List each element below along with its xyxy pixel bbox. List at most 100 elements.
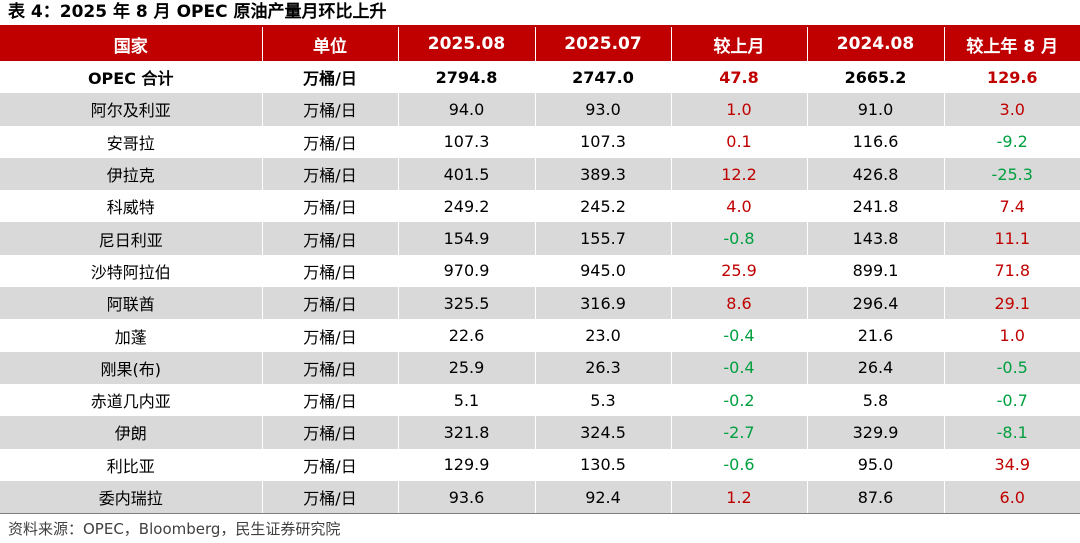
cell-jul-2025: 92.4 [534, 480, 671, 514]
cell-country: 科威特 [106, 198, 155, 218]
cell-aug-2025: 93.6 [397, 480, 535, 514]
cell-unit: 万桶/日 [261, 157, 398, 191]
cell-country: 委内瑞拉 [0, 480, 262, 514]
cell-aug-2025: 22.6 [397, 319, 535, 352]
opec-production-table: 国家 单位 2025.08 2025.07 较上月 2024.08 较上年 8 … [0, 27, 1080, 514]
cell-jul-2025: 26.3 [534, 351, 671, 384]
cell-mom-change: 1.0 [670, 93, 807, 126]
table-row: 赤道几内亚 万桶/日 5.1 5.3 -0.2 5.8 -0.7 [0, 383, 1080, 417]
cell-unit: 万桶/日 [261, 222, 398, 255]
table-row: 安哥拉 万桶/日 107.3 107.3 0.1 116.6 -9.2 [0, 125, 1080, 158]
cell-mom-change: 47.8 [670, 61, 807, 94]
cell-country: 沙特阿拉伯 [90, 262, 171, 282]
table-row: 刚果(布) 万桶/日 25.9 26.3 -0.4 26.4 -0.5 [0, 351, 1080, 384]
cell-jul-2025: 389.3 [534, 157, 671, 191]
cell-jul-2025: 107.3 [534, 125, 671, 158]
cell-unit: 万桶/日 [261, 351, 398, 384]
cell-unit: 万桶/日 [261, 254, 398, 288]
table-title: 表 4：2025 年 8 月 OPEC 原油产量月环比上升 [8, 2, 387, 22]
cell-unit: 万桶/日 [261, 383, 398, 417]
cell-aug-2024: 26.4 [806, 351, 944, 384]
cell-jul-2025: 155.7 [534, 222, 671, 255]
table-row-total: OPEC 合计 万桶/日 2794.8 2747.0 47.8 2665.2 129.6 [0, 61, 1080, 94]
cell-mom-change: 12.2 [670, 157, 807, 191]
table-row: 利比亚 万桶/日 129.9 130.5 -0.6 95.0 34.9 [0, 448, 1080, 481]
cell-mom-change: -0.2 [670, 383, 807, 417]
cell-jul-2025: 93.0 [534, 93, 671, 126]
table-body: OPEC 合计 万桶/日 2794.8 2747.0 47.8 2665.2 129.6 阿尔… [0, 61, 1080, 514]
cell-unit: 万桶/日 [261, 125, 398, 158]
cell-mom-change: 4.0 [670, 190, 807, 223]
cell-yoy-change: -8.1 [943, 416, 1080, 449]
cell-country: 阿尔及利亚 [0, 93, 262, 126]
cell-aug-2024: 241.8 [806, 190, 944, 223]
header-jul-2025: 2025.07 [534, 27, 671, 61]
cell-jul-2025: 324.5 [534, 416, 671, 449]
cell-country: 利比亚 [106, 456, 155, 476]
cell-country: OPEC 合计 [0, 61, 262, 94]
header-row: 国家 单位 2025.08 2025.07 较上月 2024.08 较上年 8 … [0, 27, 1080, 61]
cell-yoy-change: 129.6 [943, 61, 1080, 94]
table-row: 尼日利亚 万桶/日 154.9 155.7 -0.8 143.8 11.1 [0, 222, 1080, 255]
cell-unit: 万桶/日 [261, 319, 398, 352]
header-country: 国家 [0, 27, 262, 61]
table-row: 委内瑞拉 万桶/日 93.6 92.4 1.2 87.6 6.0 [0, 480, 1080, 514]
cell-aug-2025: 107.3 [397, 125, 535, 158]
table-row: 伊拉克 万桶/日 401.5 389.3 12.2 426.8 -25.3 [0, 157, 1080, 191]
cell-aug-2025: 249.2 [397, 190, 535, 223]
cell-country: 尼日利亚 [0, 222, 262, 255]
header-unit: 单位 [261, 27, 398, 61]
cell-unit: 万桶/日 [261, 190, 398, 223]
cell-aug-2024: 116.6 [806, 125, 944, 158]
cell-yoy-change: 7.4 [943, 190, 1080, 223]
cell-aug-2024: 91.0 [806, 93, 944, 126]
table-row: 沙特阿拉伯 万桶/日 970.9 945.0 25.9 899.1 71.8 [0, 254, 1080, 288]
cell-aug-2024: 899.1 [806, 254, 944, 288]
cell-aug-2024: 143.8 [806, 222, 944, 255]
cell-aug-2024: 95.0 [806, 448, 944, 481]
cell-unit: 万桶/日 [261, 416, 398, 449]
cell-mom-change: 1.2 [670, 480, 807, 514]
cell-aug-2024: 296.4 [806, 287, 944, 320]
cell-yoy-change: 29.1 [943, 287, 1080, 320]
cell-yoy-change: 1.0 [943, 319, 1080, 352]
cell-jul-2025: 945.0 [534, 254, 671, 288]
cell-jul-2025: 245.2 [534, 190, 671, 223]
source-note: 资料来源：OPEC，Bloomberg，民生证券研究院 [8, 520, 341, 538]
cell-yoy-change: 3.0 [943, 93, 1080, 126]
cell-jul-2025: 2747.0 [534, 61, 671, 94]
cell-mom-change: 25.9 [670, 254, 807, 288]
cell-aug-2025: 154.9 [397, 222, 535, 255]
cell-aug-2025: 129.9 [397, 448, 535, 481]
cell-unit: 万桶/日 [261, 480, 398, 514]
cell-aug-2025: 2794.8 [397, 61, 535, 94]
cell-yoy-change: -0.5 [943, 351, 1080, 384]
header-yoy-change: 较上年 8 月 [943, 27, 1080, 61]
cell-unit: 万桶/日 [261, 93, 398, 126]
cell-country: 伊朗 [0, 416, 262, 449]
cell-aug-2024: 426.8 [806, 157, 944, 191]
cell-mom-change: -0.8 [670, 222, 807, 255]
cell-unit: 万桶/日 [261, 61, 398, 94]
cell-unit: 万桶/日 [261, 287, 398, 320]
cell-yoy-change: -0.7 [943, 383, 1080, 417]
cell-aug-2025: 401.5 [397, 157, 535, 191]
cell-unit: 万桶/日 [261, 448, 398, 481]
cell-jul-2025: 316.9 [534, 287, 671, 320]
cell-yoy-change: 34.9 [943, 448, 1080, 481]
cell-aug-2025: 94.0 [397, 93, 535, 126]
table-row: 阿尔及利亚 万桶/日 94.0 93.0 1.0 91.0 3.0 [0, 93, 1080, 126]
cell-aug-2025: 970.9 [397, 254, 535, 288]
cell-yoy-change: 6.0 [943, 480, 1080, 514]
cell-aug-2025: 325.5 [397, 287, 535, 320]
cell-mom-change: 0.1 [670, 125, 807, 158]
cell-aug-2025: 25.9 [397, 351, 535, 384]
cell-country: 阿联酋 [0, 287, 262, 320]
cell-aug-2024: 87.6 [806, 480, 944, 514]
cell-aug-2025: 5.1 [397, 383, 535, 417]
table-row: 伊朗 万桶/日 321.8 324.5 -2.7 329.9 -8.1 [0, 416, 1080, 449]
cell-mom-change: -0.4 [670, 351, 807, 384]
cell-aug-2024: 5.8 [806, 383, 944, 417]
cell-yoy-change: 11.1 [943, 222, 1080, 255]
cell-aug-2024: 329.9 [806, 416, 944, 449]
